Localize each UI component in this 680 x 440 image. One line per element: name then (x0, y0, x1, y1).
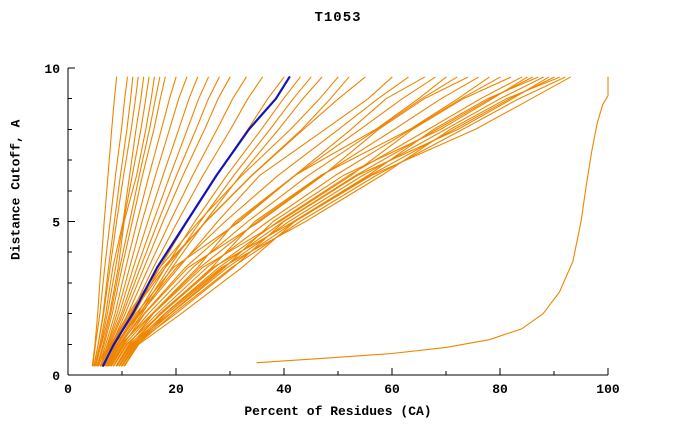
series-line (107, 76, 312, 367)
series-line (256, 76, 609, 364)
series-line (94, 76, 155, 367)
series-line (99, 76, 366, 367)
series-line (102, 76, 393, 367)
y-tick-label: 10 (44, 62, 60, 77)
x-tick-label: 40 (276, 382, 292, 397)
y-axis-label: Distance Cutoff, A (8, 119, 24, 261)
series-line (97, 76, 199, 367)
x-axis-label: Percent of Residues (CA) (244, 404, 432, 419)
series-line (92, 76, 128, 367)
series-line (100, 76, 220, 367)
series-line (119, 76, 544, 367)
series-line (111, 76, 479, 367)
series-line (124, 76, 571, 367)
y-tick-label: 0 (52, 369, 60, 384)
series-line (118, 76, 539, 367)
y-tick-label: 5 (52, 216, 60, 231)
x-tick-label: 20 (168, 382, 184, 397)
series-line (97, 76, 166, 367)
x-tick-label: 0 (64, 382, 72, 397)
series-line (120, 76, 550, 367)
series-line (121, 76, 560, 367)
chart-title: T1053 (314, 10, 362, 26)
series-line (99, 76, 188, 367)
series-line (95, 76, 150, 367)
series-line (100, 76, 339, 367)
series-line (110, 76, 469, 367)
series-line (106, 76, 436, 367)
series-line (91, 76, 118, 367)
series-line (93, 76, 139, 367)
series-line (99, 76, 209, 367)
series-line (96, 76, 161, 367)
series-line (116, 76, 528, 367)
series-line (98, 76, 177, 367)
highlighted-series-line (101, 76, 291, 367)
x-tick-label: 60 (384, 382, 400, 397)
series-line (115, 76, 512, 367)
x-tick-label: 100 (596, 382, 620, 397)
x-tick-label: 80 (492, 382, 508, 397)
series-line (105, 76, 425, 367)
series-line (116, 76, 523, 367)
series-line (123, 76, 566, 367)
